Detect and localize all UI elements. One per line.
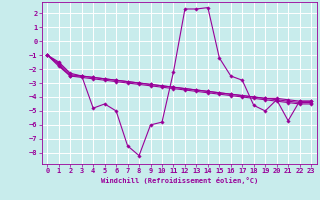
X-axis label: Windchill (Refroidissement éolien,°C): Windchill (Refroidissement éolien,°C) <box>100 177 258 184</box>
